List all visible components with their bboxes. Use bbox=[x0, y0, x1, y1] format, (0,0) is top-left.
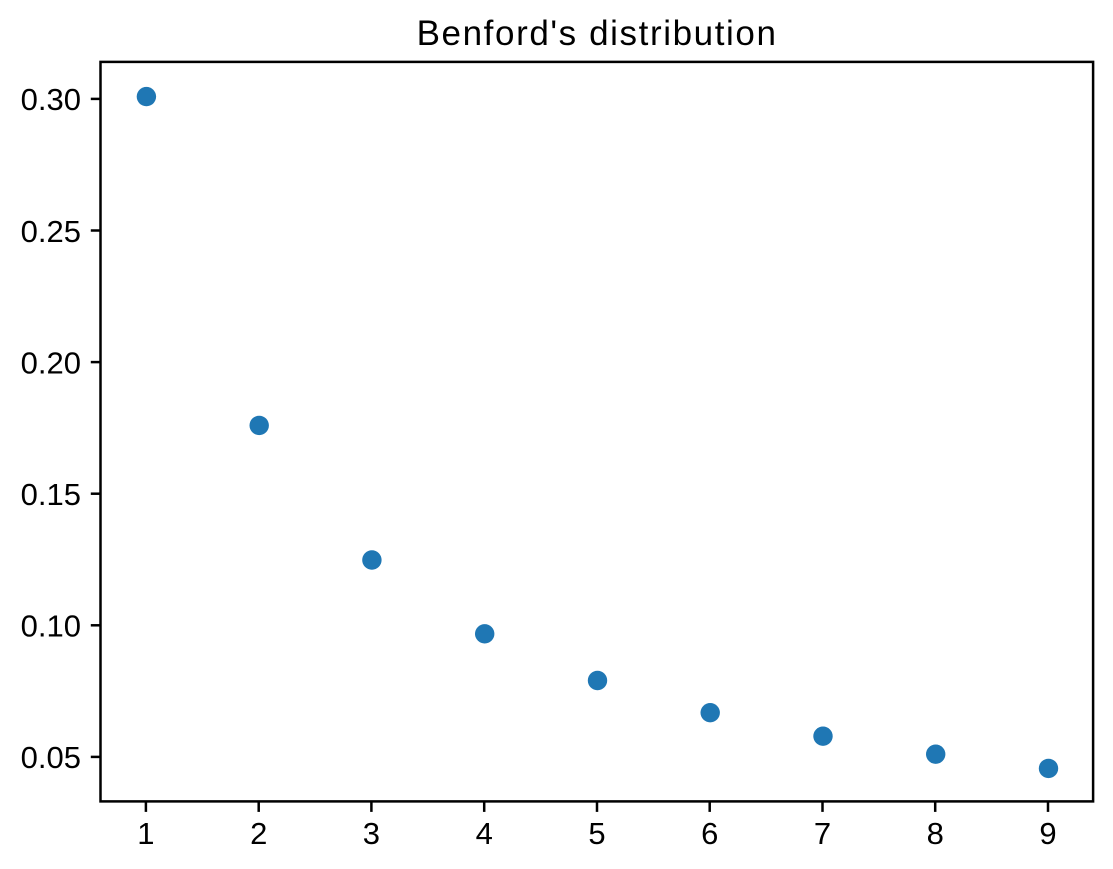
svg-text:0.30: 0.30 bbox=[21, 82, 81, 117]
svg-text:8: 8 bbox=[927, 816, 944, 851]
svg-text:9: 9 bbox=[1039, 816, 1056, 851]
svg-text:4: 4 bbox=[476, 816, 493, 851]
svg-text:0.10: 0.10 bbox=[21, 609, 81, 644]
svg-text:0.15: 0.15 bbox=[21, 477, 81, 512]
svg-text:0.25: 0.25 bbox=[21, 214, 81, 249]
svg-text:6: 6 bbox=[701, 816, 718, 851]
svg-text:1: 1 bbox=[137, 816, 154, 851]
svg-text:2: 2 bbox=[250, 816, 267, 851]
svg-text:7: 7 bbox=[814, 816, 831, 851]
svg-text:3: 3 bbox=[363, 816, 380, 851]
svg-text:5: 5 bbox=[588, 816, 605, 851]
svg-text:0.05: 0.05 bbox=[21, 740, 81, 775]
svg-text:0.20: 0.20 bbox=[21, 345, 81, 380]
svg-text:Benford's distribution: Benford's distribution bbox=[417, 14, 778, 53]
